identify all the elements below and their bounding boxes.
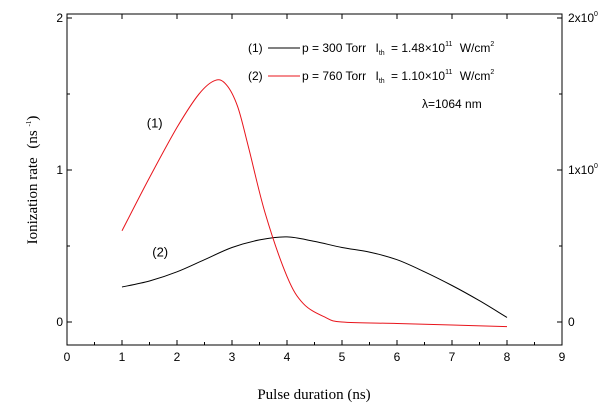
x-tick-label: 6 [394, 350, 401, 364]
series-line-1 [121, 236, 508, 318]
y2-tick-label: 0 [568, 315, 575, 329]
legend: (1) p = 300 Torr Ith = 1.48×1011 W/cm2 (… [248, 35, 494, 111]
x-tick-label: 4 [284, 350, 291, 364]
legend-marker-2: (2) [248, 69, 263, 83]
curve-annotation-2: (2) [152, 245, 168, 260]
y-tick-label: 0 [56, 315, 63, 329]
series-line-2 [121, 79, 508, 328]
legend-label-2: p = 760 Torr Ith = 1.10×1011 W/cm2 [302, 63, 494, 86]
legend-entry-1: (1) p = 300 Torr Ith = 1.48×1011 W/cm2 [248, 35, 494, 58]
legend-marker-1: (1) [248, 41, 263, 55]
y-tick-label: 1 [56, 163, 63, 177]
x-tick-label: 2 [174, 350, 181, 364]
legend-label-1: p = 300 Torr Ith = 1.48×1011 W/cm2 [302, 35, 494, 58]
wavelength-label: λ=1064 nm [422, 97, 482, 111]
x-tick-label: 1 [119, 350, 126, 364]
y-axis-title: Ionization rate (ns -1) [25, 116, 41, 245]
x-tick-label: 0 [64, 350, 71, 364]
x-tick-label: 7 [449, 350, 456, 364]
x-tick-label: 3 [229, 350, 236, 364]
y2-tick-label: 2x100 [568, 11, 598, 25]
x-axis-title: Pulse duration (ns) [257, 387, 370, 403]
y-tick-label: 2 [56, 11, 63, 25]
annotation-layer: (1) (2) [147, 115, 168, 259]
plot-frame [66, 13, 563, 346]
y2-tick-label: 1x100 [568, 163, 598, 177]
x-tick-label: 8 [504, 350, 511, 364]
curve-annotation-1: (1) [147, 115, 163, 130]
y-axis-ticks: 0 1 2 [56, 11, 72, 329]
legend-entry-2: (2) p = 760 Torr Ith = 1.10×1011 W/cm2 [248, 63, 494, 86]
y2-axis-ticks: 0 1x100 2x100 [557, 11, 598, 329]
x-tick-label: 9 [559, 350, 566, 364]
x-tick-label: 5 [339, 350, 346, 364]
series-layer [121, 79, 508, 328]
